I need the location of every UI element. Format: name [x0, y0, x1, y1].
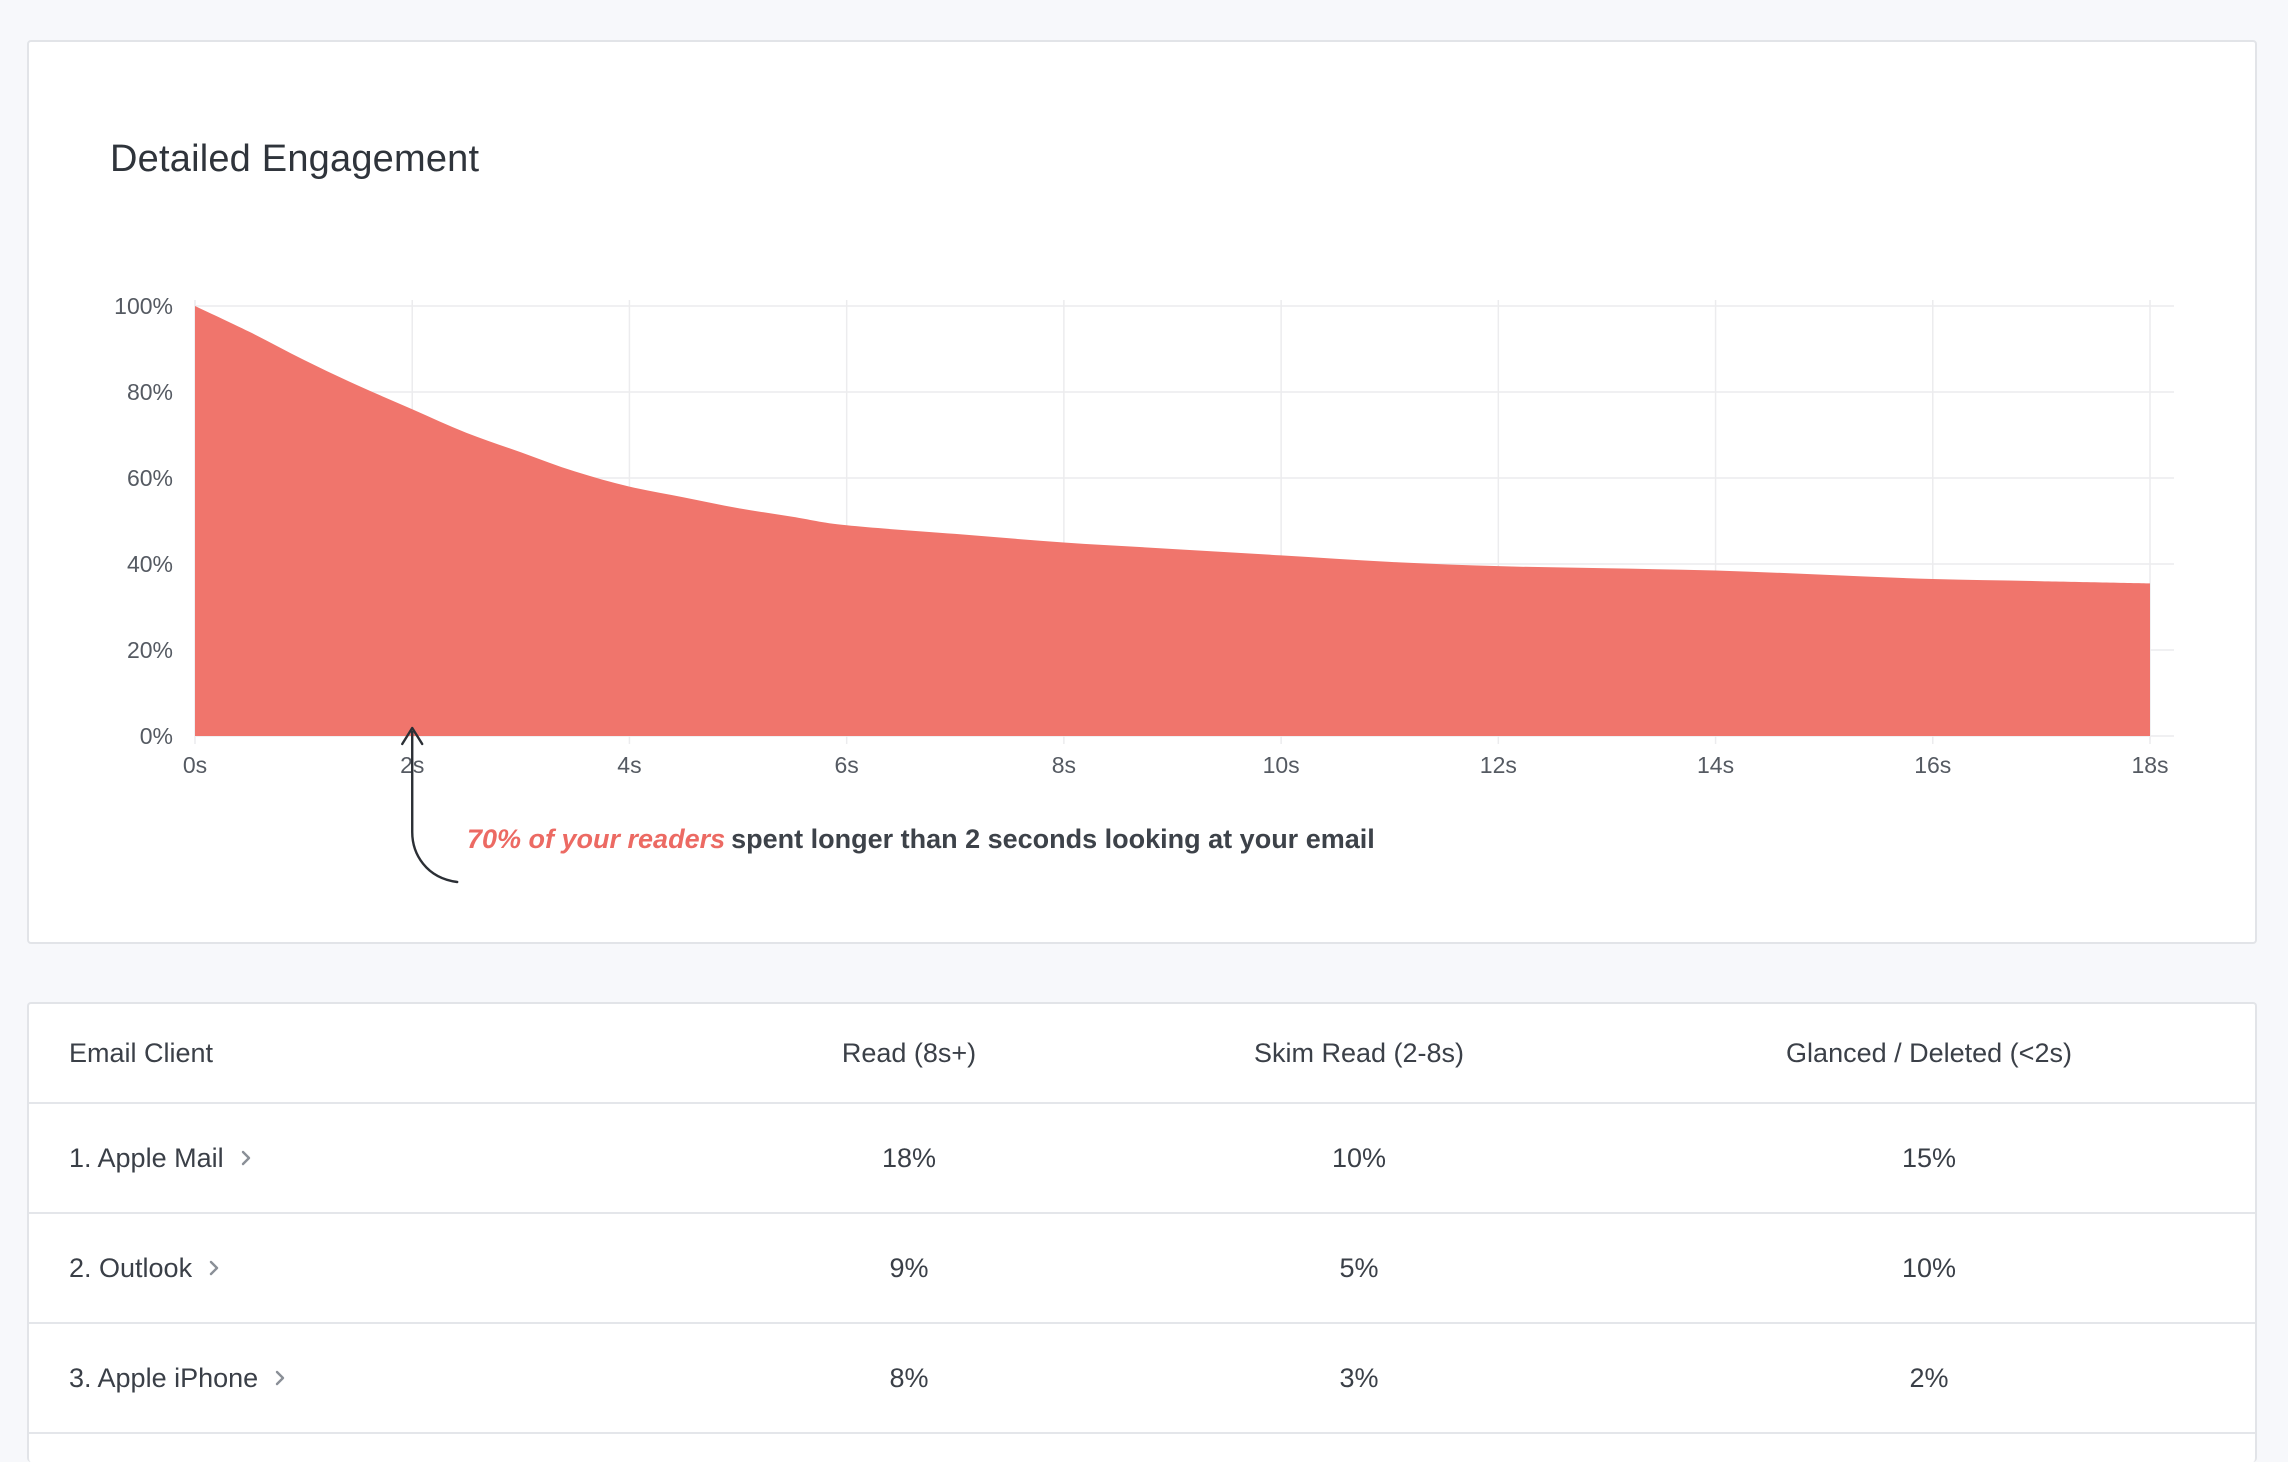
y-tick-label: 100%	[114, 293, 173, 319]
chart-annotation: 70% of your readers spent longer than 2 s…	[467, 824, 1375, 855]
x-tick-label: 12s	[1480, 752, 1517, 778]
engagement-area	[195, 306, 2150, 736]
x-tick-label: 8s	[1052, 752, 1076, 778]
x-tick-label: 0s	[183, 752, 207, 778]
client-name[interactable]: 2. Outlook	[69, 1252, 193, 1283]
client-link-outlook[interactable]: 2. Outlook	[69, 1214, 224, 1322]
read-value: 18%	[881, 1142, 937, 1173]
engagement-chart: 0%20%40%60%80%100%0s 2s 4s 6s 8s 10s 12s 14s 16s…	[114, 293, 2174, 884]
engagement-card: Detailed Engagement 0% 20% 40% 60% 80% 100% 0s…	[27, 40, 2257, 944]
chevron-right-icon[interactable]	[270, 1368, 290, 1388]
header-read[interactable]: Read (8s+)	[841, 1037, 977, 1068]
table-row[interactable]: 2. Outlook 9% 5% 10%	[29, 1214, 2255, 1324]
y-tick-label: 80%	[127, 379, 173, 405]
header-glanced-deleted[interactable]: Glanced / Deleted (<2s)	[1786, 1037, 2072, 1068]
read-value: 8%	[889, 1362, 929, 1393]
email-client-table: Email Client Read (8s+) Skim Read (2-8s)…	[27, 1002, 2257, 1462]
card-title: Detailed Engagement	[110, 138, 480, 180]
chevron-right-icon[interactable]	[204, 1258, 224, 1278]
x-tick-label: 4s	[617, 752, 641, 778]
x-tick-label: 16s	[1914, 752, 1951, 778]
skim-value: 10%	[1331, 1142, 1387, 1173]
read-value: 9%	[889, 1252, 929, 1283]
table-header-row: Email Client Read (8s+) Skim Read (2-8s)…	[29, 1004, 2255, 1104]
skim-value: 3%	[1339, 1362, 1379, 1393]
x-tick-label: 10s	[1263, 752, 1300, 778]
x-tick-label: 6s	[835, 752, 859, 778]
client-name[interactable]: 3. Apple iPhone	[69, 1362, 259, 1393]
table-row[interactable]: 3. Apple iPhone 8% 3% 2%	[29, 1324, 2255, 1434]
y-tick-label: 60%	[127, 465, 173, 491]
glanced-value: 10%	[1901, 1252, 1957, 1283]
skim-value: 5%	[1339, 1252, 1379, 1283]
table-row[interactable]: 1. Apple Mail 18% 10% 15%	[29, 1104, 2255, 1214]
header-email-client[interactable]: Email Client	[69, 1037, 214, 1068]
x-tick-label: 14s	[1697, 752, 1734, 778]
client-link-apple-iphone[interactable]: 3. Apple iPhone	[69, 1324, 290, 1432]
arrow-up-icon	[401, 726, 424, 746]
y-tick-label: 40%	[127, 551, 173, 577]
annotation-highlight: 70% of your readers	[467, 824, 726, 854]
client-link-apple-mail[interactable]: 1. Apple Mail	[69, 1104, 256, 1212]
x-tick-label: 18s	[2131, 752, 2168, 778]
header-skim-read[interactable]: Skim Read (2-8s)	[1253, 1037, 1465, 1068]
y-tick-label: 0%	[140, 723, 173, 749]
chevron-right-icon[interactable]	[236, 1148, 256, 1168]
glanced-value: 2%	[1909, 1362, 1949, 1393]
annotation-text: spent longer than 2 seconds looking at y…	[731, 824, 1375, 854]
client-name[interactable]: 1. Apple Mail	[69, 1142, 224, 1173]
glanced-value: 15%	[1901, 1142, 1957, 1173]
y-tick-label: 20%	[127, 637, 173, 663]
annotation-arrow	[411, 730, 459, 884]
